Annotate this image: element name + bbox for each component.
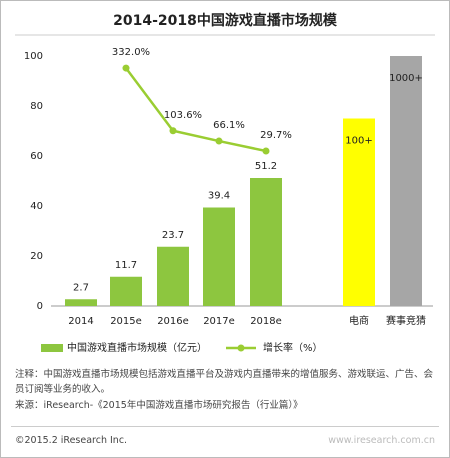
x-tick-label: 2014 (68, 316, 93, 327)
legend-swatch (41, 344, 63, 352)
bar (157, 246, 189, 306)
value-label: 23.7 (162, 230, 184, 241)
line-label: 29.7% (260, 130, 292, 141)
y-tick-label: 40 (30, 201, 43, 212)
line-point (122, 64, 130, 72)
bar (203, 207, 235, 306)
chart-title: 2014-2018中国游戏直播市场规模 (113, 12, 338, 29)
y-tick-label: 20 (30, 251, 43, 262)
note: 注释：中国游戏直播市场规模包括游戏直播平台及游戏内直播带来的增值服务、游戏联运、… (15, 369, 434, 395)
footer-rule (11, 426, 439, 427)
line-label: 332.0% (112, 47, 150, 58)
bar (250, 178, 282, 306)
line-point (215, 137, 223, 145)
line-label: 66.1% (213, 120, 245, 131)
x-tick-label: 2018e (250, 316, 282, 327)
bar (390, 56, 422, 306)
legend-label: 增长率（%） (263, 341, 323, 354)
bar (65, 299, 97, 306)
bar-note: 100+ (345, 136, 372, 147)
y-tick-label: 100 (24, 51, 43, 62)
value-label: 2.7 (73, 282, 89, 293)
bar (343, 118, 375, 306)
y-tick-label: 60 (30, 151, 43, 162)
y-tick-label: 0 (37, 301, 43, 312)
line (124, 67, 267, 153)
x-tick-label: 2016e (157, 316, 189, 327)
bar-note: 1000+ (389, 73, 423, 84)
line-point (262, 147, 270, 155)
value-label: 11.7 (115, 260, 137, 271)
line-label: 103.6% (164, 110, 202, 121)
copyright: ©2015.2 iResearch Inc. (15, 435, 128, 446)
line-point (169, 127, 177, 135)
website: www.iresearch.com.cn (328, 435, 435, 446)
value-label: 51.2 (255, 161, 277, 172)
x-tick-label: 2017e (203, 316, 235, 327)
legend-marker (237, 344, 245, 352)
value-label: 39.4 (208, 191, 230, 202)
bar (110, 276, 142, 306)
x-tick-label: 2015e (110, 316, 142, 327)
x-tick-label: 赛事竞猜 (386, 314, 426, 327)
x-tick-label: 电商 (349, 314, 369, 327)
y-tick-label: 80 (30, 101, 43, 112)
chart: 2014-2018中国游戏直播市场规模 0 20 40 60 80 100 2014 2015… (15, 12, 435, 354)
legend-label: 中国游戏直播市场规模（亿元） (67, 341, 207, 354)
source: 来源：iResearch-《2015年中国游戏直播市场研究报告（行业篇）》 (15, 400, 303, 411)
